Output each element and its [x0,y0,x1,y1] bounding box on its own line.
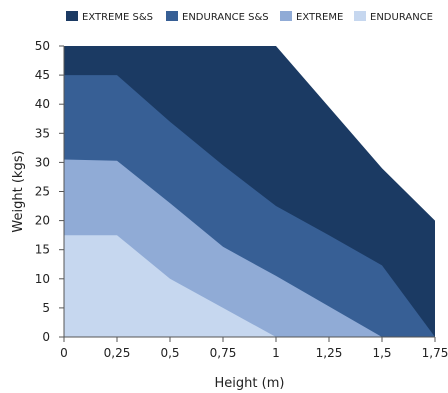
plot-areas [64,46,435,337]
legend-label: EXTREME S&S [82,12,153,23]
area-endurance [64,235,276,337]
x-tick-label: 0,25 [104,346,131,360]
y-tick-label: 35 [35,126,50,140]
legend-swatch [166,11,178,21]
legend-item-endurance-sands: ENDURANCE S&S [166,11,269,23]
y-tick-label: 30 [35,155,50,169]
x-tick-label: 1,25 [316,346,343,360]
y-tick-label: 40 [35,97,50,111]
axes [59,45,436,342]
x-tick-label: 0 [60,346,68,360]
legend-label: ENDURANCE S&S [182,12,269,23]
legend-swatch [280,11,292,21]
legend: EXTREME S&S ENDURANCE S&S EXTREME ENDURANCE [66,11,433,23]
y-tick-label: 45 [35,68,50,82]
y-tick-label: 15 [35,243,50,257]
y-tick-label: 20 [35,214,50,228]
legend-item-extreme: EXTREME [280,11,343,23]
x-tick-label: 1 [272,346,280,360]
y-tick-label: 10 [35,272,50,286]
legend-item-extreme-sands: EXTREME S&S [66,11,153,23]
y-tick-label: 5 [42,301,50,315]
x-tick-label: 0,75 [210,346,237,360]
y-tick-label: 0 [42,330,50,344]
legend-swatch [66,11,78,21]
legend-label: EXTREME [296,12,343,23]
legend-label: ENDURANCE [370,12,433,23]
legend-item-endurance: ENDURANCE [354,11,433,23]
y-axis-title: Weight (kgs) [11,150,26,232]
y-tick-label: 25 [35,185,50,199]
x-tick-label: 1,75 [422,346,448,360]
x-axis-title: Height (m) [215,376,285,391]
legend-swatch [354,11,366,21]
tick-labels: 0 0,25 0,5 0,75 1 1,25 1,5 1,75 0 5 10 15 20 25 30 35 40… [35,39,448,360]
x-tick-label: 0,5 [160,346,179,360]
y-tick-label: 50 [35,39,50,53]
x-tick-label: 1,5 [372,346,391,360]
